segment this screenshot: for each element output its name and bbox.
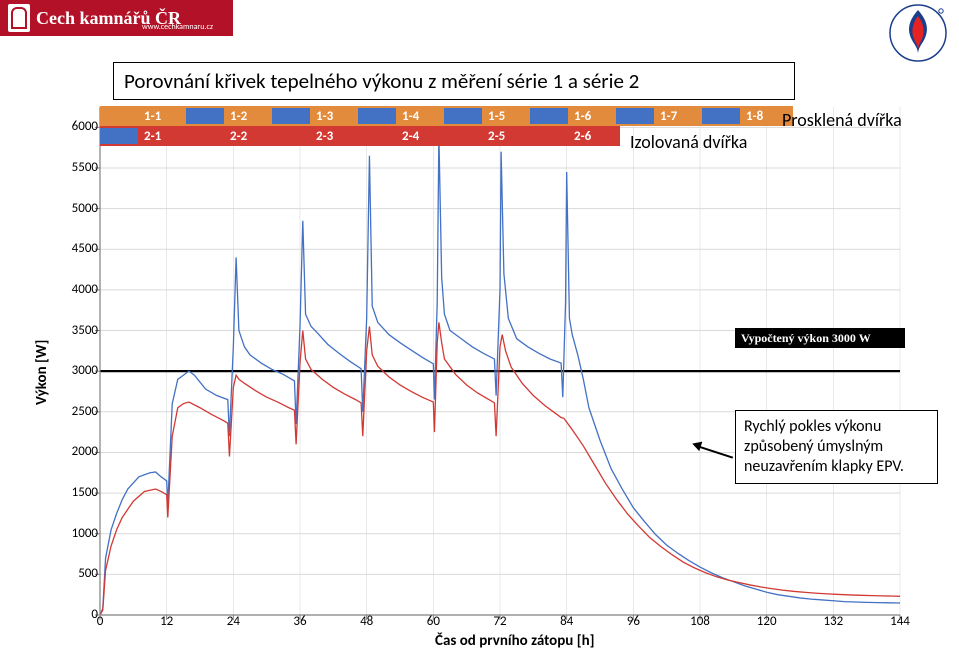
legend-label: 1-5 (488, 109, 505, 124)
legend-swatch (186, 108, 224, 124)
legend-label: 2-3 (316, 129, 333, 144)
chart (57, 105, 937, 635)
legend-swatch (530, 108, 568, 124)
legend-swatch (616, 108, 654, 124)
legend-label: 1-2 (230, 109, 247, 124)
legend-swatch (100, 108, 138, 124)
legend-label: 1-1 (144, 109, 161, 124)
legend-label: 2-5 (488, 129, 505, 144)
legend-swatch (702, 108, 740, 124)
legend-swatch (272, 128, 310, 144)
legend-label: 1-8 (746, 109, 763, 124)
legend-swatch (444, 108, 482, 124)
legend-label: 1-4 (402, 109, 419, 124)
legend-label: 2-4 (402, 129, 419, 144)
legend-swatch (100, 128, 138, 144)
calc-power-label: Vypočtený výkon 3000 W (735, 328, 905, 348)
note-box: Rychlý pokles výkonu způsobený úmyslným … (735, 410, 938, 484)
legend-label: 2-6 (574, 129, 591, 144)
legend-swatch (444, 128, 482, 144)
annotation-prosklena: Prosklená dvířka (782, 109, 902, 131)
y-axis-title: Výkon [W] (33, 340, 51, 405)
x-axis-title: Čas od prvního zátopu [h] (435, 632, 595, 650)
legend-label: 2-2 (230, 129, 247, 144)
legend-label: 1-3 (316, 109, 333, 124)
page-title: Porovnání křivek tepelného výkonu z měře… (113, 62, 795, 100)
legend-swatch (272, 108, 310, 124)
legend-swatch (530, 128, 568, 144)
legend-swatch (358, 128, 396, 144)
legend-label: 1-7 (660, 109, 677, 124)
guild-crest-icon (8, 4, 30, 32)
legend-label: 1-6 (574, 109, 591, 124)
header-url: www.cechkamnaru.cz (142, 22, 213, 32)
legend-swatch (358, 108, 396, 124)
legend-swatch (186, 128, 224, 144)
legend-label: 2-1 (144, 129, 161, 144)
logo-icon (889, 4, 947, 62)
annotation-izolovana: Izolovaná dvířka (630, 131, 747, 153)
